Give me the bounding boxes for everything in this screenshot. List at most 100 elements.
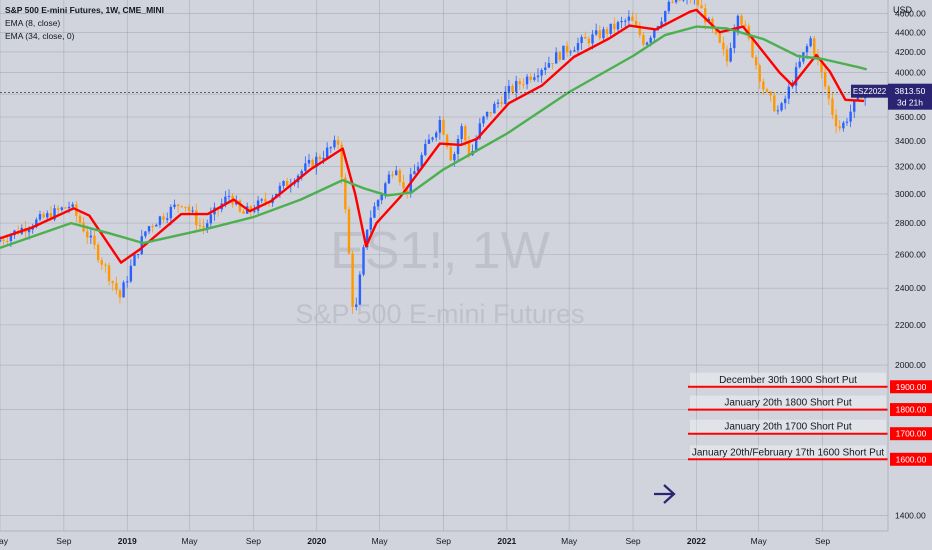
candle-body: [256, 200, 260, 211]
candle-body: [242, 211, 245, 214]
candle-body: [347, 209, 351, 254]
candle-body: [569, 51, 572, 53]
candle-body: [56, 208, 60, 210]
time-tick-label: May: [372, 536, 389, 546]
candle-body: [0, 239, 2, 242]
candle-body: [725, 49, 729, 62]
candle-body: [536, 75, 540, 78]
legend-ema-34[interactable]: EMA (34, close, 0): [5, 31, 75, 41]
arrow-right-icon: [654, 484, 676, 504]
candle-body: [96, 244, 100, 261]
candle-body: [191, 210, 194, 212]
annotation-price-badge-text: 1800.00: [896, 405, 927, 415]
price-tick-label: 4200.00: [895, 47, 926, 57]
price-axis[interactable]: USD 1400.00 1600.00 1800.00 2000.00 2200.00 2…: [887, 0, 932, 550]
candle-body: [107, 265, 111, 282]
candle-body: [809, 38, 812, 47]
candle-body: [136, 254, 140, 256]
candle-body: [711, 18, 714, 29]
candle-body: [111, 281, 114, 284]
chart-title: S&P 500 E-mini Futures, 1W, CME_MINI: [5, 5, 165, 15]
candle-body: [184, 206, 187, 208]
candle-body: [554, 52, 558, 64]
candle-body: [547, 63, 551, 68]
candle-body: [478, 123, 482, 139]
candle-body: [9, 235, 13, 242]
candle-body: [718, 33, 721, 43]
candle-body: [344, 177, 347, 210]
candle-body: [634, 20, 638, 26]
candle-body: [387, 174, 391, 184]
annotation-price-badge: [890, 427, 932, 441]
candle-body: [384, 183, 387, 195]
ema-lines: [0, 8, 868, 264]
ema-34-line: [0, 25, 868, 250]
candle-body: [805, 46, 809, 53]
candle-body: [238, 200, 242, 212]
candle-body: [620, 20, 623, 23]
price-tick-label: 2800.00: [895, 218, 926, 228]
candle-body: [264, 199, 267, 203]
candle-body: [380, 194, 383, 201]
candle-body: [376, 200, 380, 207]
candle-body: [278, 185, 282, 194]
candle-body: [249, 206, 253, 211]
candle-body: [671, 1, 674, 3]
symbol-badge: [851, 84, 888, 98]
candle-body: [67, 206, 71, 209]
candle-body: [227, 195, 231, 197]
candle-body: [485, 111, 489, 117]
legend-ema-8[interactable]: EMA (8, close): [5, 18, 61, 28]
time-axis[interactable]: May Sep 2019 May Sep 2020 May Sep 2021 May Sep 2022…: [0, 530, 932, 550]
candle-body: [704, 8, 707, 23]
candle-body: [391, 174, 394, 176]
candle-body: [104, 264, 107, 266]
candle-body: [64, 207, 67, 209]
price-tick-label: 2000.00: [895, 360, 926, 370]
annotation-label: December 30th 1900 Short Put: [719, 375, 857, 386]
price-tick-label: 3000.00: [895, 189, 926, 199]
candle-body: [202, 226, 205, 228]
candle-body: [616, 22, 620, 30]
candle-body: [166, 218, 169, 220]
candle-body: [38, 214, 42, 220]
candle-body: [2, 239, 5, 241]
candle-body: [551, 63, 554, 65]
candle-body: [402, 182, 405, 189]
candle-body: [522, 84, 525, 86]
candle-body: [362, 247, 365, 275]
candle-body: [507, 85, 511, 92]
candle-body: [151, 226, 154, 228]
candle-body: [813, 38, 816, 55]
candle-body: [46, 213, 49, 218]
price-tick-label: 3600.00: [895, 112, 926, 122]
candle-body: [71, 204, 74, 207]
symbol-badge-text: ESZ2022: [853, 87, 887, 96]
last-price-badge: ESZ2022 3813.50 3d 21h: [851, 83, 932, 110]
candle-body: [6, 240, 9, 242]
candle-body: [540, 70, 543, 76]
candle-body: [740, 15, 743, 25]
candle-body: [93, 235, 96, 245]
candle-body: [162, 216, 165, 220]
candle-body: [714, 28, 718, 34]
candle-body: [195, 210, 198, 226]
candle-body: [645, 42, 649, 45]
candle-body: [474, 138, 478, 151]
candle-body: [780, 103, 783, 111]
candle-body: [140, 236, 143, 255]
annotation-label: January 20th 1700 Short Put: [724, 422, 852, 433]
candle-body: [667, 1, 671, 12]
annotation-price-badge: [890, 380, 932, 394]
candle-body: [60, 207, 63, 210]
candle-body: [729, 48, 732, 62]
candle-body: [842, 122, 845, 129]
candle-body: [456, 138, 460, 155]
candle-body: [743, 24, 747, 27]
price-badge: [888, 83, 932, 110]
candle-body: [773, 95, 776, 112]
candle-body: [126, 281, 129, 283]
candle-body: [580, 36, 583, 44]
candle-body: [845, 121, 849, 123]
